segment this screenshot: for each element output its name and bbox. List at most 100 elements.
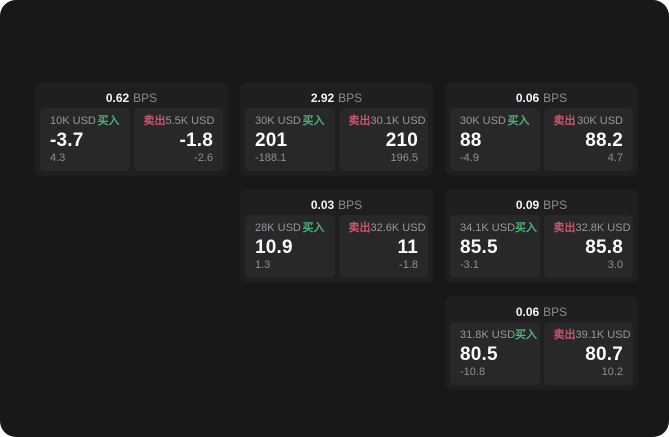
quote-card: 0.03 BPS 28K USD 买入 10.9 1.3 卖出 32.6K US…	[240, 189, 433, 283]
bps-unit-label: BPS	[543, 197, 568, 212]
buy-meta-row: 10K USD 买入	[50, 116, 120, 127]
buy-meta-row: 34.1K USD 买入	[460, 222, 537, 234]
buy-size: 10K USD	[50, 115, 96, 127]
buy-side-label: 买入	[515, 329, 538, 341]
buy-panel[interactable]: 30K USD 买入 201 -188.1	[245, 108, 335, 171]
bps-unit-label: BPS	[543, 90, 568, 105]
bps-value: 0.09	[515, 197, 540, 212]
buy-side-label: 买入	[302, 222, 325, 234]
sell-size: 30K USD	[577, 115, 623, 127]
buy-sell-panels: 10K USD 买入 -3.7 4.3 卖出 5.5K USD -1.8 -2.…	[40, 108, 223, 171]
quote-card: 0.06 BPS 31.8K USD 买入 80.5 -10.8 卖出 39.1…	[445, 296, 638, 390]
buy-meta-row: 30K USD 买入	[255, 116, 325, 127]
quote-card: 0.06 BPS 30K USD 买入 88 -4.9 卖出 30K USD 8…	[445, 82, 638, 176]
buy-price: 10.9	[255, 236, 293, 258]
sell-side-label: 卖出	[553, 329, 576, 341]
quote-card: 0.09 BPS 34.1K USD 买入 85.5 -3.1 卖出 32.8K…	[445, 189, 638, 283]
sell-size: 30.1K USD	[370, 115, 426, 127]
sell-meta-row: 卖出 39.1K USD	[553, 329, 631, 341]
buy-meta-row: 31.8K USD 买入	[460, 329, 537, 341]
sell-size: 39.1K USD	[575, 329, 631, 341]
buy-side-label: 买入	[97, 115, 120, 127]
sell-panel[interactable]: 卖出 30.1K USD 210 196.5	[338, 108, 428, 171]
buy-sell-panels: 30K USD 买入 88 -4.9 卖出 30K USD 88.2 4.7	[450, 108, 633, 171]
sell-side-label: 卖出	[143, 115, 166, 127]
sell-size: 32.8K USD	[575, 222, 631, 234]
bps-unit-label: BPS	[133, 90, 158, 105]
bps-header: 0.03 BPS	[245, 194, 428, 215]
bps-value: 0.03	[310, 197, 335, 212]
sell-panel[interactable]: 卖出 30K USD 88.2 4.7	[543, 108, 633, 171]
bps-unit-label: BPS	[338, 90, 363, 105]
bps-value: 2.92	[310, 90, 335, 105]
buy-sell-panels: 31.8K USD 买入 80.5 -10.8 卖出 39.1K USD 80.…	[450, 322, 633, 385]
sell-delta: 10.2	[601, 366, 623, 378]
buy-sell-panels: 28K USD 买入 10.9 1.3 卖出 32.6K USD 11 -1.8	[245, 215, 428, 278]
sell-size: 32.6K USD	[370, 222, 426, 234]
sell-price: 85.8	[585, 236, 623, 258]
sell-delta: -2.6	[194, 152, 213, 164]
buy-meta-row: 30K USD 买入	[460, 116, 530, 127]
buy-price: 85.5	[460, 236, 498, 258]
sell-side-label: 卖出	[553, 115, 576, 127]
buy-size: 28K USD	[255, 222, 301, 234]
buy-delta: -4.9	[460, 152, 479, 164]
sell-panel[interactable]: 卖出 32.8K USD 85.8 3.0	[543, 215, 633, 278]
bps-header: 0.06 BPS	[450, 87, 633, 108]
bps-header: 0.62 BPS	[40, 87, 223, 108]
sell-meta-row: 卖出 30K USD	[554, 116, 624, 127]
sell-delta: -1.8	[399, 259, 418, 271]
buy-price: -3.7	[50, 129, 84, 151]
bps-value: 0.06	[515, 304, 540, 319]
sell-meta-row: 卖出 30.1K USD	[348, 115, 426, 127]
sell-delta: 196.5	[390, 152, 418, 164]
buy-sell-panels: 30K USD 买入 201 -188.1 卖出 30.1K USD 210 1…	[245, 108, 428, 171]
sell-meta-row: 卖出 5.5K USD	[143, 115, 215, 127]
sell-panel[interactable]: 卖出 32.6K USD 11 -1.8	[338, 215, 428, 278]
bps-value: 0.06	[515, 90, 540, 105]
bps-header: 0.06 BPS	[450, 301, 633, 322]
buy-size: 34.1K USD	[460, 222, 516, 234]
quote-card: 2.92 BPS 30K USD 买入 201 -188.1 卖出 30.1K …	[240, 82, 433, 176]
quote-card: 0.62 BPS 10K USD 买入 -3.7 4.3 卖出 5.5K USD…	[35, 82, 228, 176]
buy-side-label: 买入	[302, 115, 325, 127]
bps-unit-label: BPS	[338, 197, 363, 212]
sell-price: 210	[385, 129, 418, 151]
sell-side-label: 卖出	[348, 115, 371, 127]
sell-size: 5.5K USD	[165, 115, 215, 127]
buy-side-label: 买入	[515, 222, 538, 234]
sell-delta: 4.7	[607, 152, 623, 164]
sell-price: -1.8	[179, 129, 213, 151]
sell-price: 88.2	[585, 129, 623, 151]
buy-size: 30K USD	[255, 115, 301, 127]
buy-panel[interactable]: 10K USD 买入 -3.7 4.3	[40, 108, 130, 171]
buy-side-label: 买入	[507, 115, 530, 127]
sell-panel[interactable]: 卖出 39.1K USD 80.7 10.2	[543, 322, 633, 385]
buy-size: 30K USD	[460, 115, 506, 127]
sell-side-label: 卖出	[553, 222, 576, 234]
buy-meta-row: 28K USD 买入	[255, 223, 325, 234]
buy-size: 31.8K USD	[460, 329, 516, 341]
sell-price: 11	[397, 236, 418, 258]
buy-delta: 4.3	[50, 152, 66, 164]
buy-sell-panels: 34.1K USD 买入 85.5 -3.1 卖出 32.8K USD 85.8…	[450, 215, 633, 278]
buy-price: 201	[255, 129, 288, 151]
buy-delta: -10.8	[460, 366, 486, 378]
bps-value: 0.62	[105, 90, 130, 105]
bps-unit-label: BPS	[543, 304, 568, 319]
buy-price: 80.5	[460, 343, 498, 365]
bps-header: 0.09 BPS	[450, 194, 633, 215]
sell-panel[interactable]: 卖出 5.5K USD -1.8 -2.6	[133, 108, 223, 171]
buy-delta: -3.1	[460, 259, 479, 271]
buy-panel[interactable]: 31.8K USD 买入 80.5 -10.8	[450, 322, 540, 385]
buy-delta: -188.1	[255, 152, 287, 164]
sell-delta: 3.0	[607, 259, 623, 271]
buy-panel[interactable]: 34.1K USD 买入 85.5 -3.1	[450, 215, 540, 278]
sell-meta-row: 卖出 32.8K USD	[553, 222, 631, 234]
sell-side-label: 卖出	[348, 222, 371, 234]
bps-header: 2.92 BPS	[245, 87, 428, 108]
buy-price: 88	[460, 129, 482, 151]
buy-panel[interactable]: 28K USD 买入 10.9 1.3	[245, 215, 335, 278]
buy-panel[interactable]: 30K USD 买入 88 -4.9	[450, 108, 540, 171]
